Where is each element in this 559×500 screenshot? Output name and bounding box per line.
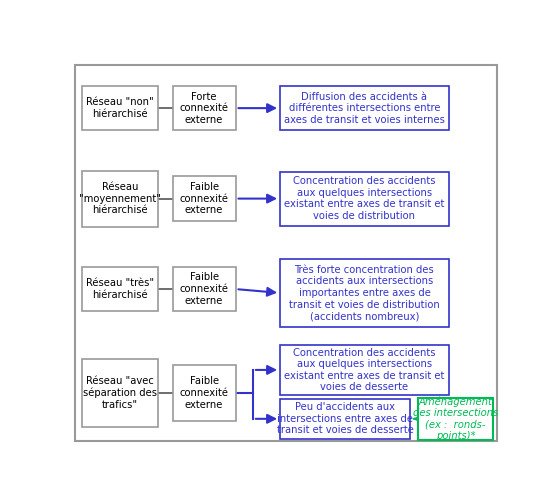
Text: Très forte concentration des
accidents aux intersections
importantes entre axes : Très forte concentration des accidents a… [289, 264, 440, 321]
Text: Concentration des accidents
aux quelques intersections
existant entre axes de tr: Concentration des accidents aux quelques… [285, 176, 444, 221]
Text: Diffusion des accidents à
différentes intersections entre
axes de transit et voi: Diffusion des accidents à différentes in… [284, 92, 445, 124]
Text: Réseau "avec
séparation des
trafics": Réseau "avec séparation des trafics" [83, 376, 157, 410]
Text: Concentration des accidents
aux quelques intersections
existant entre axes de tr: Concentration des accidents aux quelques… [285, 348, 444, 393]
Text: Faible
connexité
externe: Faible connexité externe [179, 182, 229, 215]
FancyBboxPatch shape [280, 259, 449, 326]
Text: Faible
connexité
externe: Faible connexité externe [179, 376, 229, 410]
FancyBboxPatch shape [82, 360, 158, 426]
FancyBboxPatch shape [82, 170, 158, 226]
Text: Faible
connexité
externe: Faible connexité externe [179, 272, 229, 306]
Text: Réseau "très"
hiérarchisé: Réseau "très" hiérarchisé [86, 278, 154, 300]
FancyBboxPatch shape [418, 398, 494, 440]
FancyBboxPatch shape [173, 267, 235, 311]
FancyBboxPatch shape [82, 86, 158, 130]
FancyBboxPatch shape [280, 172, 449, 226]
Text: Forte
connexité
externe: Forte connexité externe [179, 92, 229, 124]
FancyBboxPatch shape [173, 86, 235, 130]
FancyBboxPatch shape [82, 267, 158, 311]
FancyBboxPatch shape [173, 365, 235, 421]
Text: Aménagement
des intersections
(ex :  ronds-
points)*: Aménagement des intersections (ex : rond… [413, 396, 498, 442]
FancyBboxPatch shape [173, 176, 235, 220]
FancyBboxPatch shape [280, 86, 449, 130]
Text: Réseau
"moyennement"
hiérarchisé: Réseau "moyennement" hiérarchisé [79, 182, 160, 215]
Text: Peu d'accidents aux
intersections entre axes de
transit et voies de desserte: Peu d'accidents aux intersections entre … [277, 402, 414, 436]
Text: Réseau "non"
hiérarchisé: Réseau "non" hiérarchisé [86, 98, 154, 119]
FancyBboxPatch shape [280, 398, 410, 439]
FancyBboxPatch shape [280, 345, 449, 395]
